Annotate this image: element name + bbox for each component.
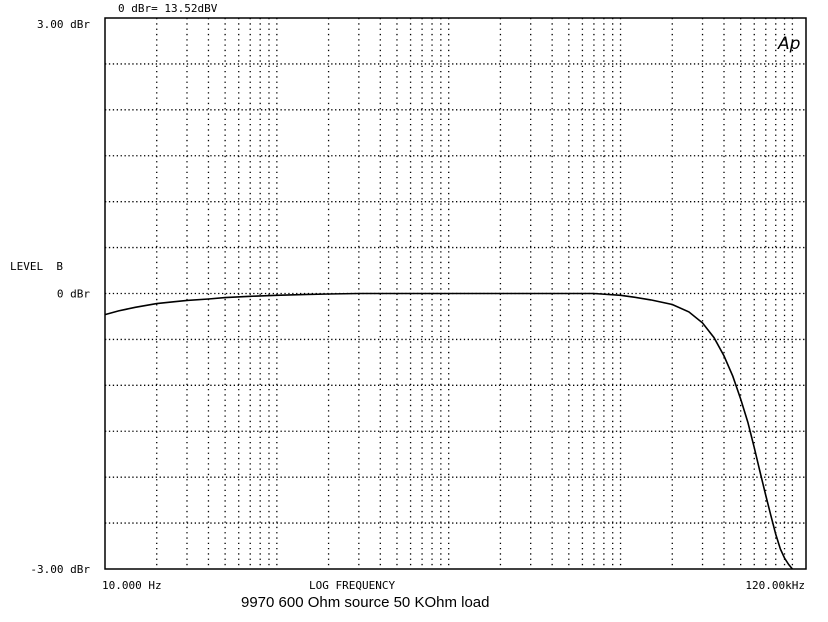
chart-caption: 9970 600 Ohm source 50 KOhm load bbox=[241, 594, 489, 611]
y-axis-label: LEVEL B bbox=[10, 260, 63, 273]
y-tick-labels: 3.00 dBr 0 dBr -3.00 dBr bbox=[30, 18, 90, 576]
ap-logo: Ap bbox=[777, 34, 801, 54]
series-line bbox=[104, 292, 794, 570]
plot-frame bbox=[104, 17, 807, 570]
y-tick-label: -3.00 dBr bbox=[30, 563, 90, 576]
y-tick-label: 3.00 dBr bbox=[37, 18, 90, 31]
x-tick-label: 120.00kHz bbox=[745, 579, 805, 592]
x-axis-label: LOG FREQUENCY bbox=[309, 579, 395, 592]
x-tick-labels: 10.000 Hz 120.00kHz bbox=[102, 579, 805, 592]
x-tick-label: 10.000 Hz bbox=[102, 579, 162, 592]
header-reference: 0 dBr= 13.52dBV bbox=[118, 2, 218, 15]
y-tick-label: 0 dBr bbox=[57, 288, 90, 301]
